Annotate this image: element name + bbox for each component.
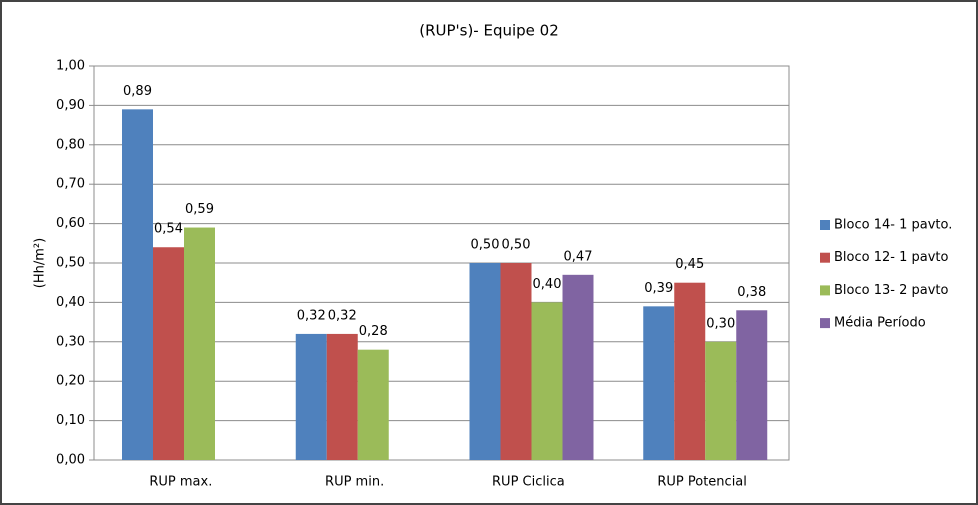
value-label: 0,50 — [471, 238, 500, 253]
chart-title: (RUP's)- Equipe 02 — [419, 22, 559, 40]
value-label: 0,32 — [297, 308, 326, 323]
x-tick-label: RUP max. — [149, 475, 212, 490]
legend-swatch — [820, 318, 830, 329]
y-axis-label: (Hh/m²) — [33, 238, 48, 288]
bar — [184, 227, 215, 460]
value-label: 0,28 — [359, 324, 388, 339]
legend-label: Média Período — [834, 316, 926, 331]
y-tick-label: 0,80 — [56, 137, 85, 152]
bar — [562, 274, 594, 460]
bar — [736, 310, 768, 460]
value-label: 0,32 — [328, 308, 357, 323]
legend-label: Bloco 12- 1 pavto — [834, 250, 948, 265]
bar — [295, 333, 327, 460]
bar — [643, 306, 675, 460]
bar — [153, 247, 184, 460]
value-label: 0,54 — [154, 222, 183, 237]
value-label: 0,40 — [533, 277, 562, 292]
y-tick-label: 0,30 — [56, 334, 85, 349]
x-tick-label: RUP Ciclica — [492, 475, 565, 490]
bar — [326, 333, 358, 460]
bar — [705, 341, 737, 460]
value-label: 0,39 — [644, 281, 673, 296]
x-tick-label: RUP min. — [325, 475, 384, 490]
bar — [674, 282, 706, 460]
bar — [122, 109, 153, 460]
value-label: 0,30 — [706, 316, 735, 331]
value-label: 0,38 — [737, 285, 766, 300]
legend-swatch — [820, 220, 830, 230]
y-tick-label: 0,10 — [56, 413, 85, 428]
value-label: 0,50 — [502, 238, 531, 253]
y-tick-label: 0,00 — [56, 453, 85, 468]
bar — [500, 263, 532, 460]
legend-label: Bloco 14- 1 pavto. — [834, 218, 952, 233]
value-label: 0,59 — [185, 202, 214, 217]
bar — [469, 263, 501, 460]
legend-swatch — [820, 285, 830, 296]
value-label: 0,45 — [675, 257, 704, 272]
bar — [357, 349, 389, 460]
y-tick-label: 0,60 — [56, 216, 85, 231]
y-tick-label: 0,70 — [56, 177, 85, 192]
legend-label: Bloco 13- 2 pavto — [834, 283, 948, 298]
y-tick-label: 0,90 — [56, 98, 85, 113]
y-tick-label: 0,20 — [56, 374, 85, 389]
y-tick-label: 0,40 — [56, 295, 85, 310]
value-label: 0,47 — [564, 249, 593, 264]
value-label: 0,89 — [123, 84, 152, 99]
y-tick-label: 0,50 — [56, 256, 85, 271]
x-tick-label: RUP Potencial — [657, 475, 747, 490]
legend-swatch — [820, 252, 830, 263]
y-tick-label: 1,00 — [56, 59, 85, 74]
bar — [531, 302, 563, 460]
